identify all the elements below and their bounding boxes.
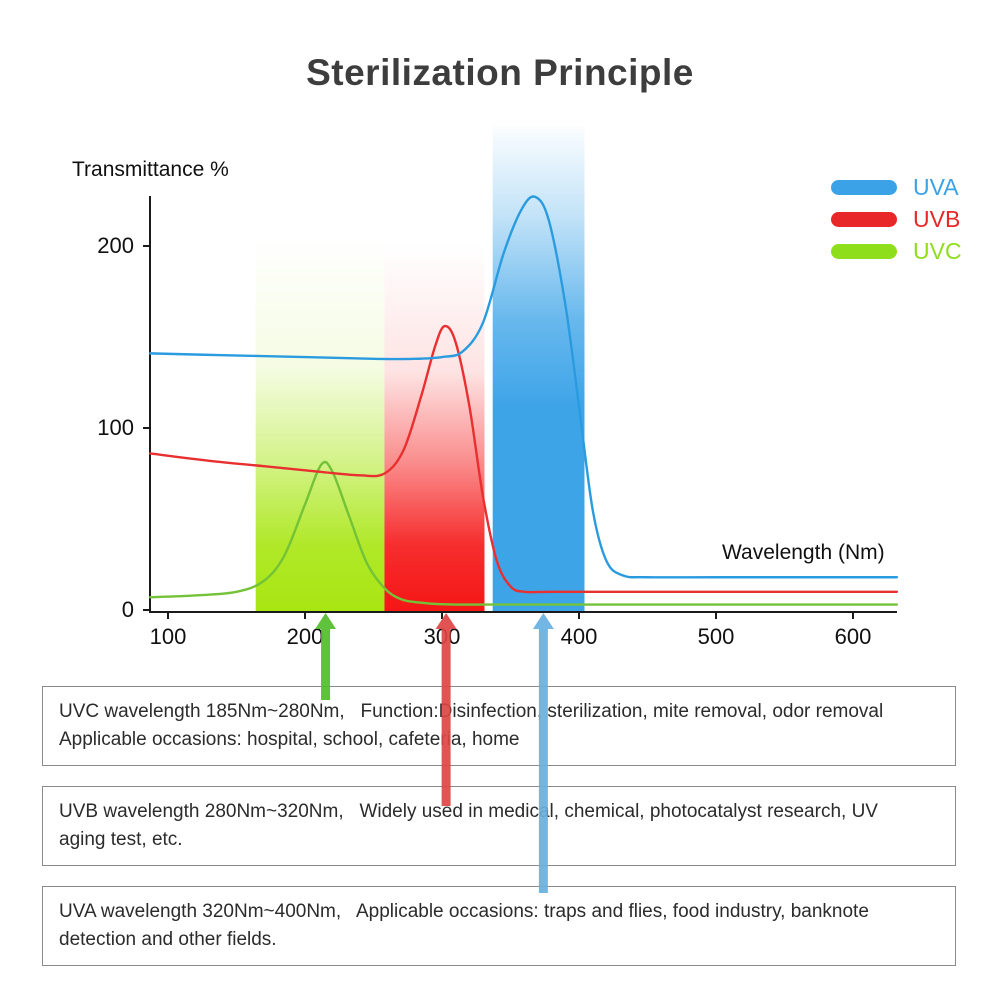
legend-row-uvc: UVC bbox=[831, 240, 962, 263]
info-box-uvc-line2: Applicable occasions: hospital, school, … bbox=[59, 729, 520, 750]
info-box-uva: UVA wavelength 320Nm~400Nm, Applicable o… bbox=[42, 886, 956, 966]
page-title: Sterilization Principle bbox=[306, 52, 694, 93]
info-box-uvb-line2: aging test, etc. bbox=[59, 829, 183, 850]
info-box-uvc: UVC wavelength 185Nm~280Nm, Function:Dis… bbox=[42, 686, 956, 766]
legend-swatch bbox=[831, 180, 897, 195]
x-tick-500: 500 bbox=[697, 624, 735, 649]
x-tick-200: 200 bbox=[286, 624, 324, 649]
legend: UVA UVB UVC bbox=[831, 176, 962, 272]
y-tick-0: 0 bbox=[121, 597, 134, 622]
y-axis-label: Transmittance % bbox=[72, 158, 229, 181]
legend-row-uvb: UVB bbox=[831, 208, 962, 231]
uva-curve bbox=[148, 195, 899, 579]
x-tick-300: 300 bbox=[423, 624, 461, 649]
legend-swatch bbox=[831, 212, 897, 227]
uva-band bbox=[492, 126, 585, 611]
uvb-band bbox=[384, 244, 485, 611]
info-box-uva-line1: UVA wavelength 320Nm~400Nm, Applicable o… bbox=[59, 901, 869, 922]
info-box-uvb-line1: UVB wavelength 280Nm~320Nm, Widely used … bbox=[59, 801, 878, 822]
x-tick-400: 400 bbox=[560, 624, 598, 649]
y-tick-100: 100 bbox=[97, 415, 134, 440]
info-box-uva-line2: detection and other fields. bbox=[59, 929, 277, 950]
legend-swatch bbox=[831, 244, 897, 259]
y-tick-200: 200 bbox=[97, 233, 134, 258]
x-tick-600: 600 bbox=[834, 624, 872, 649]
x-axis-label: Wavelength (Nm) bbox=[722, 541, 885, 564]
info-box-uvc-line1: UVC wavelength 185Nm~280Nm, Function:Dis… bbox=[59, 701, 884, 722]
legend-label: UVB bbox=[913, 206, 961, 232]
x-tick-100: 100 bbox=[149, 624, 187, 649]
legend-label: UVA bbox=[913, 174, 959, 200]
info-box-uvb: UVB wavelength 280Nm~320Nm, Widely used … bbox=[42, 786, 956, 866]
legend-label: UVC bbox=[913, 238, 962, 264]
uvc-band bbox=[255, 238, 385, 611]
uvc-curve bbox=[148, 460, 899, 606]
legend-row-uva: UVA bbox=[831, 176, 962, 199]
